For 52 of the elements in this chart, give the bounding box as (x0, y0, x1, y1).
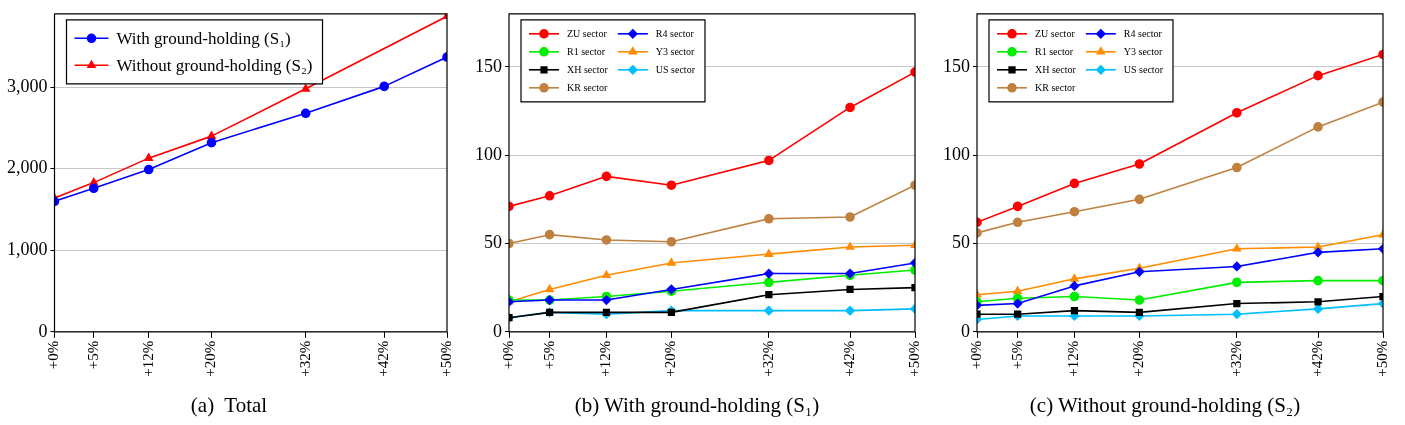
legend-label: XH sector (567, 64, 609, 76)
legend-label: US sector (655, 64, 696, 76)
x-tick-label: +12% (139, 340, 156, 377)
x-tick-label: +50% (1373, 340, 1390, 377)
y-tick-label: 150 (475, 55, 502, 76)
x-tick-label: +5% (84, 340, 101, 370)
x-tick-label: +20% (662, 340, 679, 377)
y-tick-label: 100 (475, 143, 502, 164)
x-tick-label: +32% (1227, 340, 1244, 377)
x-tick-label: +5% (1008, 340, 1025, 370)
legend-label: R1 sector (1035, 46, 1074, 58)
x-tick-label: +20% (202, 340, 219, 377)
legend-label: KR sector (1035, 82, 1076, 94)
x-tick-label: +20% (1130, 340, 1147, 377)
y-tick-label: 0 (38, 320, 48, 341)
y-tick-label: 2,000 (7, 157, 48, 178)
legend-label: ZU sector (1035, 28, 1076, 40)
x-tick-label: +12% (597, 340, 614, 377)
legend-label: KR sector (567, 82, 608, 94)
x-tick-label: +32% (296, 340, 313, 377)
legend-label: Y3 sector (655, 46, 696, 58)
x-tick-label: +42% (840, 340, 857, 377)
legend-label: Y3 sector (1123, 46, 1164, 58)
x-tick-label: +42% (1308, 340, 1325, 377)
legend-label: Without ground-holding (S₂) (116, 55, 313, 75)
legend-label: US sector (1123, 64, 1164, 76)
y-tick-label: 0 (961, 320, 970, 341)
x-tick-label: +50% (437, 340, 454, 377)
text: (a) Total (190, 392, 268, 417)
y-tick-label: 150 (943, 55, 970, 76)
y-tick-label: 100 (943, 143, 970, 164)
legend-label: R4 sector (1123, 28, 1163, 40)
x-tick-label: +0% (45, 340, 62, 370)
x-tick-label: +5% (540, 340, 557, 370)
x-tick-label: +0% (499, 340, 516, 370)
legend-label: R1 sector (567, 46, 606, 58)
x-tick-label: +42% (375, 340, 392, 377)
text: (b) With ground-holding (S₁) (574, 392, 820, 417)
y-tick-label: 0 (493, 320, 502, 341)
text: (c) Without ground-holding (S₂) (1029, 392, 1301, 417)
x-tick-label: +12% (1065, 340, 1082, 377)
legend-label: R4 sector (655, 28, 695, 40)
legend-label: With ground-holding (S₁) (116, 28, 291, 48)
y-tick-label: 50 (952, 232, 970, 253)
y-tick-label: 50 (484, 232, 502, 253)
y-tick-label: 3,000 (7, 75, 48, 96)
legend-label: XH sector (1035, 64, 1077, 76)
x-tick-label: +0% (967, 340, 984, 370)
x-tick-label: +32% (759, 340, 776, 377)
y-tick-label: 1,000 (7, 239, 48, 260)
legend-label: ZU sector (567, 28, 608, 40)
x-tick-label: +50% (905, 340, 922, 377)
